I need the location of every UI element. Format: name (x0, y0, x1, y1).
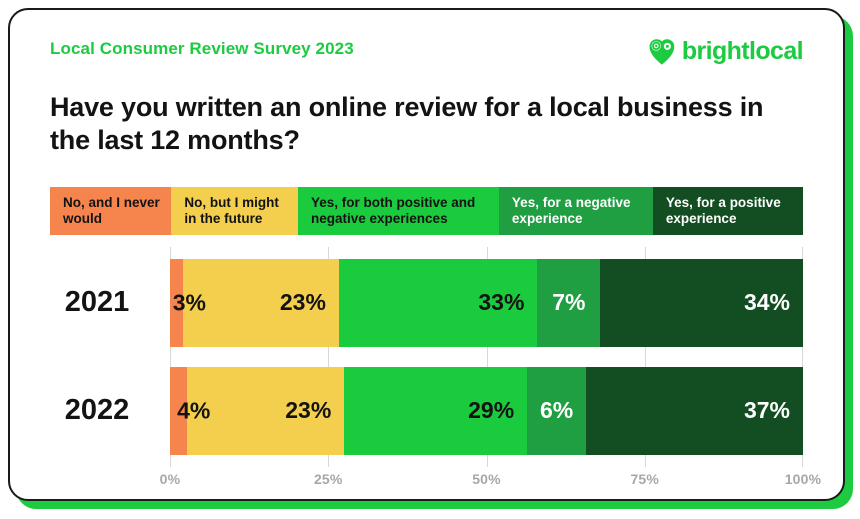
legend-item: No, and I never would (50, 186, 172, 235)
x-tick-label: 25% (313, 470, 343, 487)
bar-segment: 34% (600, 258, 803, 347)
gridline (486, 246, 488, 467)
survey-label: Local Consumer Review Survey 2023 (50, 39, 354, 58)
legend-item: No, but I might in the future (171, 186, 298, 235)
chart-title: Have you written an online review for a … (50, 92, 764, 155)
x-tick-label: 100% (784, 470, 822, 487)
segment-value-label: 6% (539, 397, 574, 424)
chart-legend: No, and I never would No, but I might in … (50, 186, 803, 235)
segment-value-label: 7% (552, 289, 586, 316)
segment-value-label: 3% (172, 289, 206, 316)
category-label: 2021 (64, 286, 130, 319)
bar-segment: 23% (187, 366, 345, 455)
brand-name: brightlocal (681, 37, 804, 65)
legend-item: Yes, for a positive experience (652, 186, 803, 235)
infographic-card: Local Consumer Review Survey 2023 bright… (8, 8, 845, 501)
x-tick-label: 0% (159, 470, 181, 487)
stacked-bar-chart: 2021 2022 3% 23% 33% 7% 34% 4% 23% 29% 6% 37% 0% 25… (50, 246, 821, 495)
bar-segment: 4% (170, 366, 210, 455)
bar-2021: 3% 23% 33% 7% 34% (170, 258, 803, 347)
x-tick-label: 75% (630, 470, 660, 487)
legend-item: Yes, for both positive and negative expe… (298, 186, 499, 235)
brand-logo: brightlocal (646, 36, 804, 67)
gridline (802, 246, 803, 467)
x-axis: 0% 25% 50% 75% 100% (160, 467, 821, 495)
bar-segment: 6% (527, 366, 587, 455)
gridline (170, 246, 171, 467)
bar-segment: 29% (344, 366, 528, 455)
segment-value-label: 29% (468, 397, 515, 424)
bar-segment: 33% (338, 258, 538, 347)
header: Local Consumer Review Survey 2023 bright… (50, 36, 804, 67)
segment-value-label: 33% (478, 289, 525, 316)
bar-2022: 4% 23% 29% 6% 37% (170, 366, 803, 455)
segment-value-label: 37% (743, 397, 790, 424)
x-tick-label: 50% (472, 470, 501, 487)
category-axis: 2021 2022 (50, 247, 170, 495)
segment-value-label: 23% (285, 397, 332, 424)
segment-value-label: 34% (743, 289, 790, 316)
gridline (328, 246, 330, 467)
segment-value-label: 23% (279, 289, 326, 316)
segment-value-label: 4% (177, 397, 211, 424)
plot-area: 3% 23% 33% 7% 34% 4% 23% 29% 6% 37% (170, 246, 803, 467)
category-label: 2022 (64, 394, 130, 427)
legend-item: Yes, for a negative experience (498, 186, 653, 235)
bar-segment: 3% (170, 258, 206, 347)
bar-segment: 37% (586, 366, 803, 455)
heart-pin-icon (646, 36, 677, 67)
bar-segment: 7% (537, 258, 601, 347)
gridline (644, 246, 646, 467)
bar-segment: 23% (182, 258, 339, 347)
